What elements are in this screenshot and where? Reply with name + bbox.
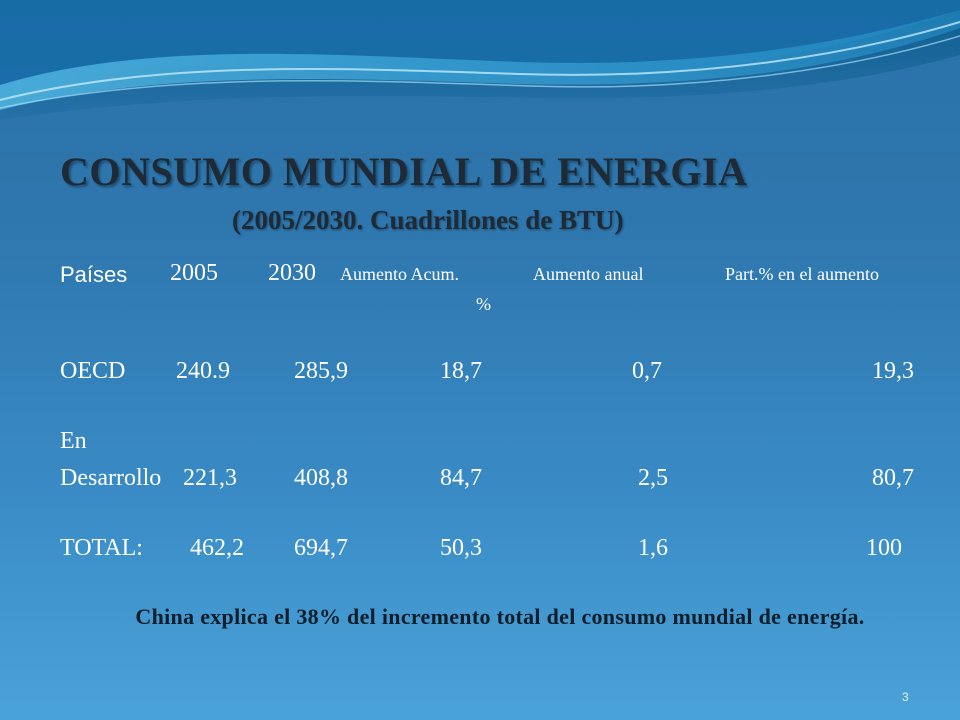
header-cumulative-unit: % <box>476 294 491 314</box>
slide-title: CONSUMO MUNDIAL DE ENERGIA <box>60 149 748 194</box>
row-total-country: TOTAL: <box>60 535 143 561</box>
header-countries: Países <box>60 262 128 287</box>
row-developing-share: 80,7 <box>872 465 914 491</box>
decorative-waves <box>0 0 960 150</box>
row-oecd-2030: 285,9 <box>294 358 348 384</box>
row-total-2005: 462,2 <box>190 535 244 561</box>
header-annual: Aumento anual <box>533 264 644 284</box>
row-oecd-annual: 0,7 <box>632 358 662 384</box>
header-cumulative: Aumento Acum. <box>340 264 459 284</box>
footnote-china: China explica el 38% del incremento tota… <box>135 604 865 629</box>
row-oecd-2005: 240.9 <box>176 358 230 384</box>
row-total-annual: 1,6 <box>638 535 668 561</box>
row-developing-cumulative: 84,7 <box>440 465 482 491</box>
row-developing-2030: 408,8 <box>294 465 348 491</box>
row-developing-2005: 221,3 <box>183 465 237 491</box>
header-share: Part.% en el aumento <box>725 264 879 284</box>
row-total-share: 100 <box>866 535 902 561</box>
page-number: 3 <box>902 690 909 704</box>
row-oecd-country: OECD <box>60 358 126 384</box>
row-total-2030: 694,7 <box>294 535 348 561</box>
row-developing-country-line1: En <box>60 428 87 454</box>
row-oecd-cumulative: 18,7 <box>440 358 482 384</box>
row-oecd-share: 19,3 <box>872 358 914 384</box>
slide-subtitle: (2005/2030. Cuadrillones de BTU) <box>232 205 624 235</box>
header-2005: 2005 <box>170 260 218 286</box>
header-2030: 2030 <box>268 260 316 286</box>
row-developing-annual: 2,5 <box>638 465 668 491</box>
row-developing-country: Desarrollo <box>60 465 162 491</box>
row-total-cumulative: 50,3 <box>440 535 482 561</box>
